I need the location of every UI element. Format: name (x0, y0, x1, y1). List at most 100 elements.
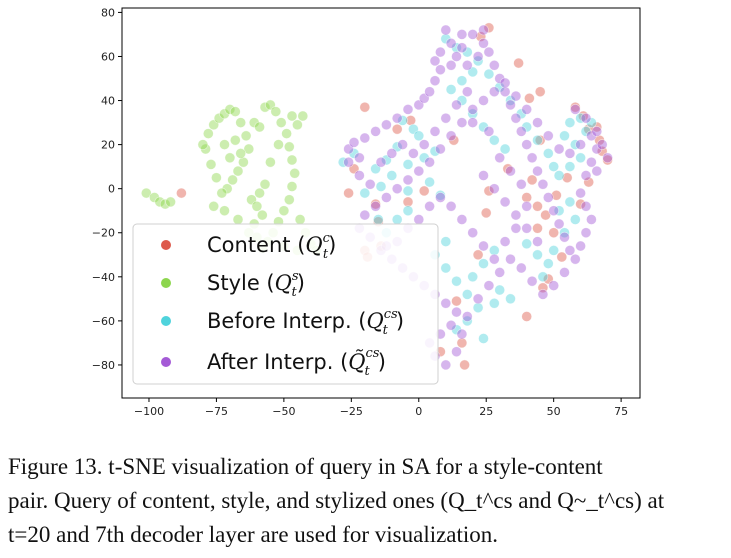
scatter-point-series-1 (230, 134, 241, 146)
scatter-point-series-2 (548, 245, 560, 256)
scatter-point-series-2 (359, 187, 371, 199)
scatter-point-series-3 (553, 218, 565, 230)
x-tick-label: 75 (614, 405, 628, 418)
scatter-point-series-2 (569, 214, 581, 225)
scatter-point-series-0 (459, 359, 470, 371)
scatter-point-series-1 (232, 214, 244, 225)
scatter-point-series-1 (256, 209, 268, 221)
scatter-point-series-2 (478, 121, 489, 133)
y-tick-label: 20 (101, 139, 115, 152)
scatter-point-series-2 (499, 143, 511, 155)
scatter-point-series-2 (553, 170, 565, 181)
scatter-point-series-1 (289, 168, 301, 179)
scatter-point-series-1 (259, 101, 271, 113)
scatter-point-series-3 (591, 165, 603, 177)
scatter-point-series-3 (575, 139, 586, 150)
scatter-point-series-2 (505, 95, 516, 106)
scatter-point-series-3 (499, 77, 511, 89)
scatter-point-series-2 (488, 134, 500, 146)
scatter-point-series-1 (219, 108, 230, 120)
scatter-point-series-1 (219, 205, 230, 216)
scatter-point-series-3 (580, 112, 592, 124)
scatter-point-series-3 (451, 99, 462, 111)
scatter-point-series-3 (429, 75, 441, 86)
scatter-point-series-3 (370, 126, 381, 137)
scatter-point-series-1 (283, 141, 295, 153)
scatter-point-series-3 (580, 227, 592, 238)
scatter-point-series-3 (521, 223, 533, 234)
scatter-point-series-3 (461, 86, 473, 97)
scatter-point-series-3 (440, 359, 452, 371)
y-axis: 80 60 40 20 0 −20 −40 −60 −80 (92, 6, 122, 372)
scatter-point-series-3 (451, 346, 462, 358)
scatter-point-series-3 (402, 174, 414, 186)
scatter-point-series-2 (564, 117, 576, 128)
scatter-point-series-1 (203, 128, 214, 139)
scatter-point-series-2 (505, 293, 516, 305)
scatter-point-series-2 (461, 315, 473, 327)
scatter-point-series-1 (297, 110, 309, 122)
scatter-point-series-2 (575, 112, 586, 124)
x-tick-label: −50 (272, 405, 295, 418)
scatter-point-series-1 (243, 143, 255, 155)
scatter-point-series-2 (402, 159, 414, 170)
scatter-point-series-3 (478, 24, 489, 36)
scatter-point-series-3 (354, 152, 365, 164)
scatter-point-series-0 (534, 134, 546, 146)
x-tick-label: 25 (479, 405, 493, 418)
scatter-point-series-3 (467, 29, 479, 40)
scatter-point-series-1 (278, 205, 290, 216)
scatter-point-series-1 (270, 106, 282, 117)
scatter-point-series-0 (359, 101, 371, 113)
scatter-point-series-3 (569, 104, 581, 115)
scatter-point-series-3 (408, 148, 419, 159)
scatter-point-series-1 (141, 187, 152, 199)
scatter-point-series-3 (429, 55, 441, 67)
scatter-point-series-0 (521, 311, 533, 322)
scatter-point-series-0 (402, 196, 414, 208)
scatter-point-series-3 (494, 73, 506, 84)
scatter-point-series-2 (483, 68, 495, 80)
scatter-point-series-3 (559, 267, 570, 278)
scatter-point-series-0 (602, 154, 613, 166)
scatter-point-series-0 (370, 198, 381, 210)
x-tick-label: −75 (205, 405, 228, 418)
scatter-point-series-1 (208, 201, 219, 212)
legend-marker-content (161, 240, 171, 250)
scatter-point-series-1 (286, 181, 298, 192)
scatter-point-series-1 (273, 139, 284, 150)
scatter-point-series-1 (159, 198, 171, 210)
scatter-point-series-0 (551, 190, 562, 201)
scatter-point-series-3 (564, 148, 576, 159)
scatter-point-series-3 (483, 126, 495, 137)
scatter-point-series-3 (391, 183, 403, 194)
caption-line-3: t=20 and 7th decoder layer are used for … (8, 522, 499, 547)
scatter-point-series-1 (281, 128, 292, 139)
scatter-point-series-3 (488, 183, 500, 194)
scatter-point-series-0 (569, 101, 581, 113)
scatter-point-series-3 (445, 319, 457, 331)
scatter-point-series-1 (235, 117, 246, 128)
scatter-point-series-3 (418, 139, 430, 150)
scatter-point-series-2 (521, 238, 533, 250)
scatter-point-series-3 (456, 214, 468, 225)
scatter-point-series-3 (467, 104, 479, 115)
scatter-point-series-1 (259, 179, 271, 190)
scatter-point-series-3 (521, 139, 533, 150)
scatter-point-series-2 (559, 227, 570, 238)
x-tick-label: −25 (340, 405, 363, 418)
scatter-point-series-2 (386, 170, 398, 181)
scatter-point-series-2 (375, 181, 387, 192)
scatter-point-series-3 (515, 126, 527, 137)
legend: Content (Qc t) Style (Qs t) Before Interp.… (132, 223, 439, 385)
scatter-point-series-3 (537, 179, 549, 190)
scatter-point-series-3 (483, 280, 495, 291)
scatter-point-series-1 (216, 187, 228, 199)
scatter-point-series-3 (445, 37, 457, 49)
scatter-point-series-2 (478, 258, 489, 269)
y-tick-label: −60 (92, 315, 115, 328)
scatter-point-series-0 (513, 57, 524, 69)
scatter-point-series-3 (478, 170, 489, 181)
scatter-point-series-2 (548, 161, 560, 172)
scatter-point-series-1 (165, 196, 176, 208)
